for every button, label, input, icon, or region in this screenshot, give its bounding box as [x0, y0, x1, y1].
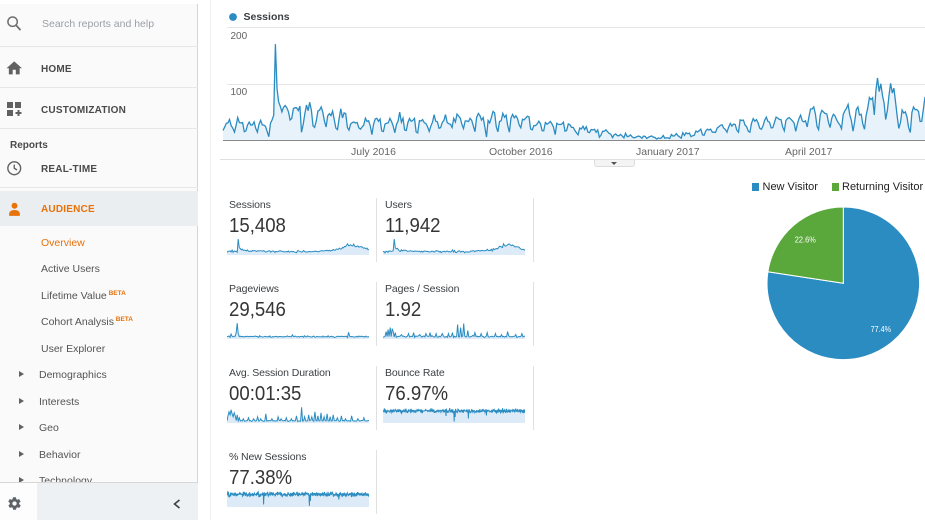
- svg-text:77.4%: 77.4%: [870, 324, 891, 334]
- svg-text:22.6%: 22.6%: [794, 234, 815, 244]
